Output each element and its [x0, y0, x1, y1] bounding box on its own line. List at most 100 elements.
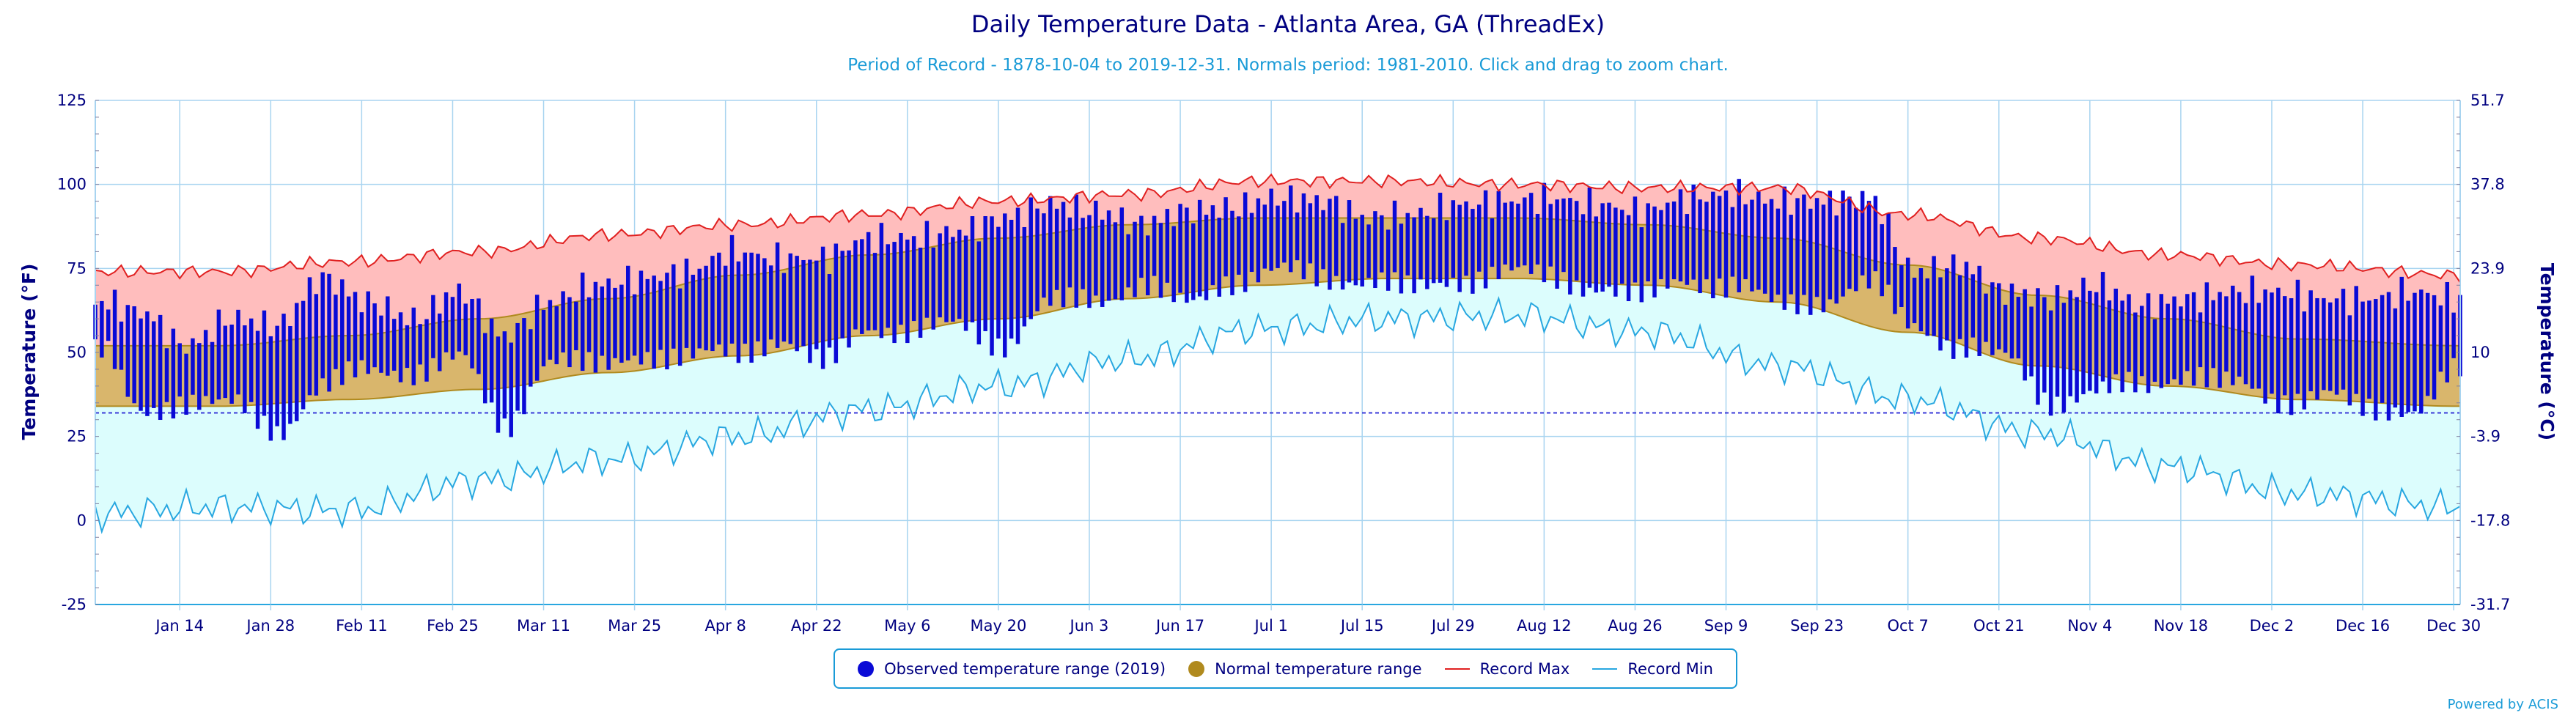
observed-bar — [2451, 312, 2456, 358]
legend-item-observed[interactable]: Observed temperature range (2019) — [858, 660, 1166, 678]
legend-item-normal[interactable]: Normal temperature range — [1188, 660, 1422, 678]
observed-bar — [346, 296, 351, 362]
observed-bar — [768, 265, 773, 340]
observed-bar — [729, 234, 735, 344]
observed-bar — [2276, 287, 2281, 414]
y-tick-label-left: 50 — [67, 344, 87, 361]
observed-bar — [2113, 288, 2119, 374]
observed-bar — [2120, 300, 2124, 393]
observed-bar — [1957, 275, 1962, 339]
observed-bar — [749, 252, 754, 363]
x-tick-label: Nov 18 — [2154, 617, 2208, 635]
observed-bar — [470, 299, 474, 369]
observed-bar — [2224, 296, 2229, 372]
observed-bar — [639, 270, 644, 365]
observed-bar — [1223, 197, 1228, 277]
legend-observed-symbol — [858, 660, 875, 677]
observed-bar — [2172, 296, 2176, 380]
observed-bar — [2152, 319, 2157, 382]
observed-bar — [2036, 288, 2040, 405]
observed-bar — [386, 296, 390, 376]
observed-bar — [1893, 247, 1897, 314]
observed-bar — [548, 300, 553, 360]
normal-low-line — [95, 278, 2461, 407]
observed-bar — [2009, 284, 2014, 359]
observed-bar — [1854, 207, 1858, 292]
observed-bar — [1347, 200, 1352, 283]
observed-bar — [1912, 277, 1917, 324]
observed-bar — [1834, 215, 1839, 304]
observed-bar — [704, 265, 708, 351]
observed-bar — [444, 292, 449, 352]
observed-bar — [1028, 197, 1033, 319]
observed-bar — [1152, 215, 1157, 276]
observed-bar — [866, 232, 871, 330]
observed-bar — [2341, 289, 2346, 390]
record-max-line — [95, 173, 2461, 284]
observed-bar — [613, 287, 617, 358]
observed-bar — [1762, 203, 1767, 294]
observed-bar — [924, 221, 930, 318]
observed-bar — [1256, 198, 1261, 283]
observed-bar — [1139, 215, 1144, 278]
observed-bar — [2380, 295, 2385, 403]
observed-bar — [1035, 208, 1039, 311]
observed-bar — [1490, 218, 1495, 267]
observed-bar — [1594, 216, 1599, 293]
observed-bar — [353, 292, 358, 378]
chart-legend: Observed temperature range (2019) Normal… — [833, 648, 1737, 689]
y-tick-label-left: 25 — [67, 428, 87, 445]
observed-bars — [93, 179, 2462, 441]
observed-bar — [736, 261, 741, 363]
y-tick-label-left: -25 — [62, 596, 87, 613]
observed-bar — [2198, 312, 2203, 368]
observed-bar — [944, 226, 949, 322]
observed-bar — [509, 342, 513, 437]
x-tick-label: Mar 11 — [517, 617, 570, 635]
observed-bar — [431, 295, 435, 358]
y-axis-label-right: Temperature (°C) — [2536, 263, 2558, 440]
observed-bar — [1646, 203, 1650, 282]
observed-bar — [1087, 215, 1092, 308]
x-tick-label: Jul 15 — [1339, 617, 1384, 635]
x-tick-label: Feb 11 — [336, 617, 388, 635]
legend-item-record-max[interactable]: Record Max — [1444, 660, 1569, 678]
observed-bar — [2419, 289, 2424, 414]
y-tick-label-right: 51.7 — [2470, 92, 2505, 109]
x-tick-label: Oct 7 — [1887, 617, 1928, 635]
observed-bar — [554, 306, 559, 365]
observed-bar — [1782, 186, 1787, 310]
observed-bar — [1938, 277, 1943, 351]
observed-bar — [658, 281, 663, 350]
observed-bar — [216, 309, 221, 400]
observed-bar — [1425, 215, 1429, 289]
legend-item-record-min[interactable]: Record Min — [1592, 660, 1713, 678]
observed-bar — [1808, 208, 1813, 315]
observed-bar — [1477, 204, 1482, 272]
observed-bar — [931, 247, 936, 330]
powered-by-credit[interactable]: Powered by ACIS — [2447, 697, 2558, 712]
observed-bar — [1899, 265, 1904, 307]
observed-bar — [1094, 200, 1098, 296]
observed-bar — [2016, 297, 2021, 359]
observed-bar — [1516, 203, 1520, 267]
observed-bar — [905, 239, 910, 344]
observed-bar — [2068, 290, 2072, 396]
observed-bar — [1984, 293, 1988, 342]
observed-bar — [606, 278, 611, 370]
observed-bar — [2075, 297, 2079, 403]
observed-bar — [1678, 189, 1683, 282]
observed-bar — [1015, 207, 1020, 344]
observed-bar — [899, 232, 903, 325]
observed-bar — [970, 216, 975, 322]
observed-bar — [574, 301, 578, 350]
y-tick-label-right: -3.9 — [2470, 428, 2500, 445]
observed-bar — [2256, 303, 2261, 389]
observed-bar — [2250, 276, 2255, 389]
observed-bar — [1574, 201, 1579, 281]
observed-bar — [1626, 215, 1631, 302]
observed-bar — [1730, 207, 1735, 277]
observed-bar — [2204, 282, 2209, 388]
observed-bar — [801, 259, 806, 347]
